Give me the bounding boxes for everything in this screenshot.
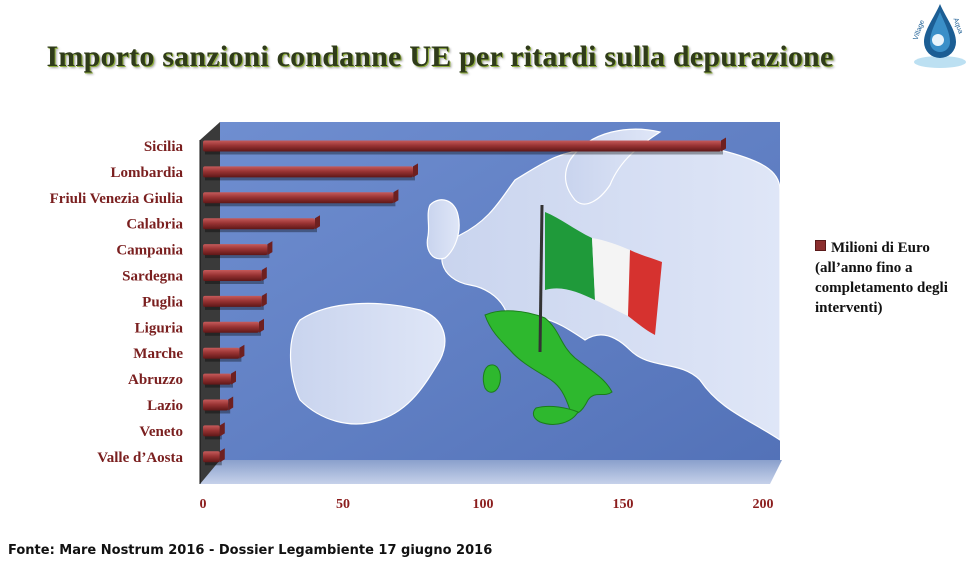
bar-marche	[203, 344, 245, 362]
x-tick-label: 0	[200, 497, 207, 512]
category-label: Lombardia	[110, 165, 183, 181]
category-label: Friuli Venezia Giulia	[50, 191, 184, 207]
bar-campania	[203, 241, 273, 259]
flag-green	[545, 212, 595, 300]
category-label: Valle d’Aosta	[97, 450, 183, 466]
x-tick-label: 200	[753, 497, 774, 512]
category-label: Sicilia	[144, 139, 184, 155]
flag-pole	[538, 204, 544, 353]
map-background	[199, 122, 782, 484]
bar-sicilia	[203, 137, 726, 155]
bar-valle-d-aosta	[203, 448, 225, 466]
category-label: Lazio	[147, 398, 183, 414]
x-tick-label: 100	[473, 497, 494, 512]
bars-group	[203, 137, 726, 466]
sardinia-landmass	[482, 364, 501, 393]
italy-landmass	[484, 310, 613, 415]
category-label: Sardegna	[122, 269, 183, 285]
flag-white	[592, 238, 630, 316]
x-axis-ticks: 0 50 100 150 200	[200, 497, 774, 512]
bar-sardegna	[203, 267, 267, 284]
category-label: Marche	[133, 346, 183, 362]
flag-red	[628, 250, 662, 335]
legend-label: Milioni di Euro (all’anno fino a complet…	[815, 240, 948, 316]
chart-floor	[200, 460, 782, 484]
bar-liguria	[203, 318, 264, 336]
bar-puglia	[203, 292, 267, 310]
legend-swatch	[815, 240, 826, 251]
category-label: Puglia	[142, 294, 183, 310]
legend: Milioni di Euro (all’anno fino a complet…	[815, 238, 965, 318]
sicily-landmass	[532, 405, 579, 425]
uk-landmass	[426, 199, 460, 260]
source-note: Fonte: Mare Nostrum 2016 - Dossier Legam…	[8, 543, 493, 558]
category-label: Veneto	[139, 424, 183, 440]
bar-calabria	[203, 215, 320, 233]
chart-title: Importo sanzioni condanne UE per ritardi…	[46, 40, 834, 73]
category-labels: Sicilia Lombardia Friuli Venezia Giulia Cal…	[50, 139, 184, 466]
category-label: Campania	[116, 243, 183, 259]
category-label: Calabria	[126, 217, 183, 233]
bar-friuli-venezia-giulia	[203, 189, 399, 207]
village-aqua-logo: Village Aqua	[912, 4, 966, 68]
category-label: Liguria	[135, 320, 184, 336]
bar-abruzzo	[203, 370, 236, 388]
bar-veneto	[203, 422, 225, 440]
iberia-landmass	[290, 302, 446, 425]
bar-lombardia	[203, 163, 418, 181]
x-tick-label: 50	[336, 497, 350, 512]
category-label: Abruzzo	[128, 372, 183, 388]
bar-lazio	[203, 396, 234, 414]
x-tick-label: 150	[613, 497, 634, 512]
